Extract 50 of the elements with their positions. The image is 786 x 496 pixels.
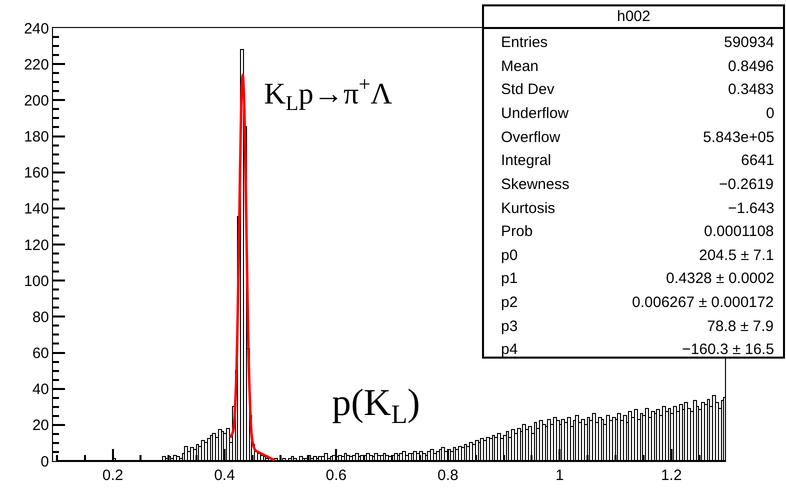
text: 0.3483 <box>728 81 774 98</box>
annotation: −160.3 ± 16.5 <box>682 341 774 358</box>
annotation: Skewness <box>501 176 570 193</box>
annotation: 0.4328 ± 0.0002 <box>666 270 774 287</box>
y-tick-label: 220 <box>24 56 49 74</box>
y-tick-label: 100 <box>24 272 49 290</box>
annotation: 5.843e+05 <box>703 129 774 146</box>
y-tick-label: 180 <box>24 128 49 146</box>
y-tick-label: 200 <box>24 92 49 110</box>
annotation: Prob <box>501 223 533 240</box>
annotation: p2 <box>501 294 518 311</box>
text: 0.8496 <box>728 58 774 75</box>
text: 6641 <box>741 152 774 169</box>
annotation: p0 <box>501 247 518 264</box>
y-tick-label: 0 <box>40 453 49 470</box>
y-tick-label: 240 <box>24 20 49 38</box>
text: 0 <box>766 105 774 122</box>
annotation: Integral <box>501 152 552 169</box>
text: h002 <box>617 8 650 25</box>
annotation: Mean <box>501 58 539 75</box>
annotation: p3 <box>501 318 518 335</box>
x-tick-label: 1.2 <box>660 467 682 484</box>
y-tick-label: 60 <box>32 345 49 362</box>
y-tick-label: 140 <box>24 200 49 218</box>
annotation: Kurtosis <box>501 200 556 217</box>
annotation: 78.8 ± 7.9 <box>707 318 774 335</box>
y-tick-label: 20 <box>32 417 49 434</box>
annotation: p(K$_{L}$) <box>332 382 420 429</box>
annotation: Std Dev <box>501 81 555 98</box>
annotation: Underflow <box>501 105 569 122</box>
annotation: p4 <box>501 341 518 358</box>
annotation: p1 <box>501 270 518 287</box>
annotation: Overflow <box>501 129 560 146</box>
annotation: 590934 <box>724 34 774 51</box>
y-tick-label: 160 <box>24 164 49 182</box>
x-tick-label: 1 <box>555 467 564 484</box>
annotation: 0.0001108 <box>704 223 774 240</box>
y-tick-label: 120 <box>24 236 49 254</box>
annotation: 204.5 ± 7.1 <box>699 247 774 264</box>
annotation: −0.2619 <box>719 176 774 193</box>
y-tick-label: 80 <box>32 308 49 326</box>
y-tick-label: 40 <box>32 381 49 398</box>
annotation: Entries <box>501 34 548 51</box>
text: −1.643 <box>728 200 774 217</box>
annotation: 0.006267 ± 0.000172 <box>632 294 774 311</box>
x-tick-label: 0.4 <box>214 467 235 484</box>
x-tick-label: 0.8 <box>438 467 458 484</box>
x-tick-label: 0.6 <box>326 467 347 484</box>
x-tick-label: 0.2 <box>102 467 124 484</box>
annotation: K$_{L}$p→π$^{+}$Λ <box>264 72 392 115</box>
